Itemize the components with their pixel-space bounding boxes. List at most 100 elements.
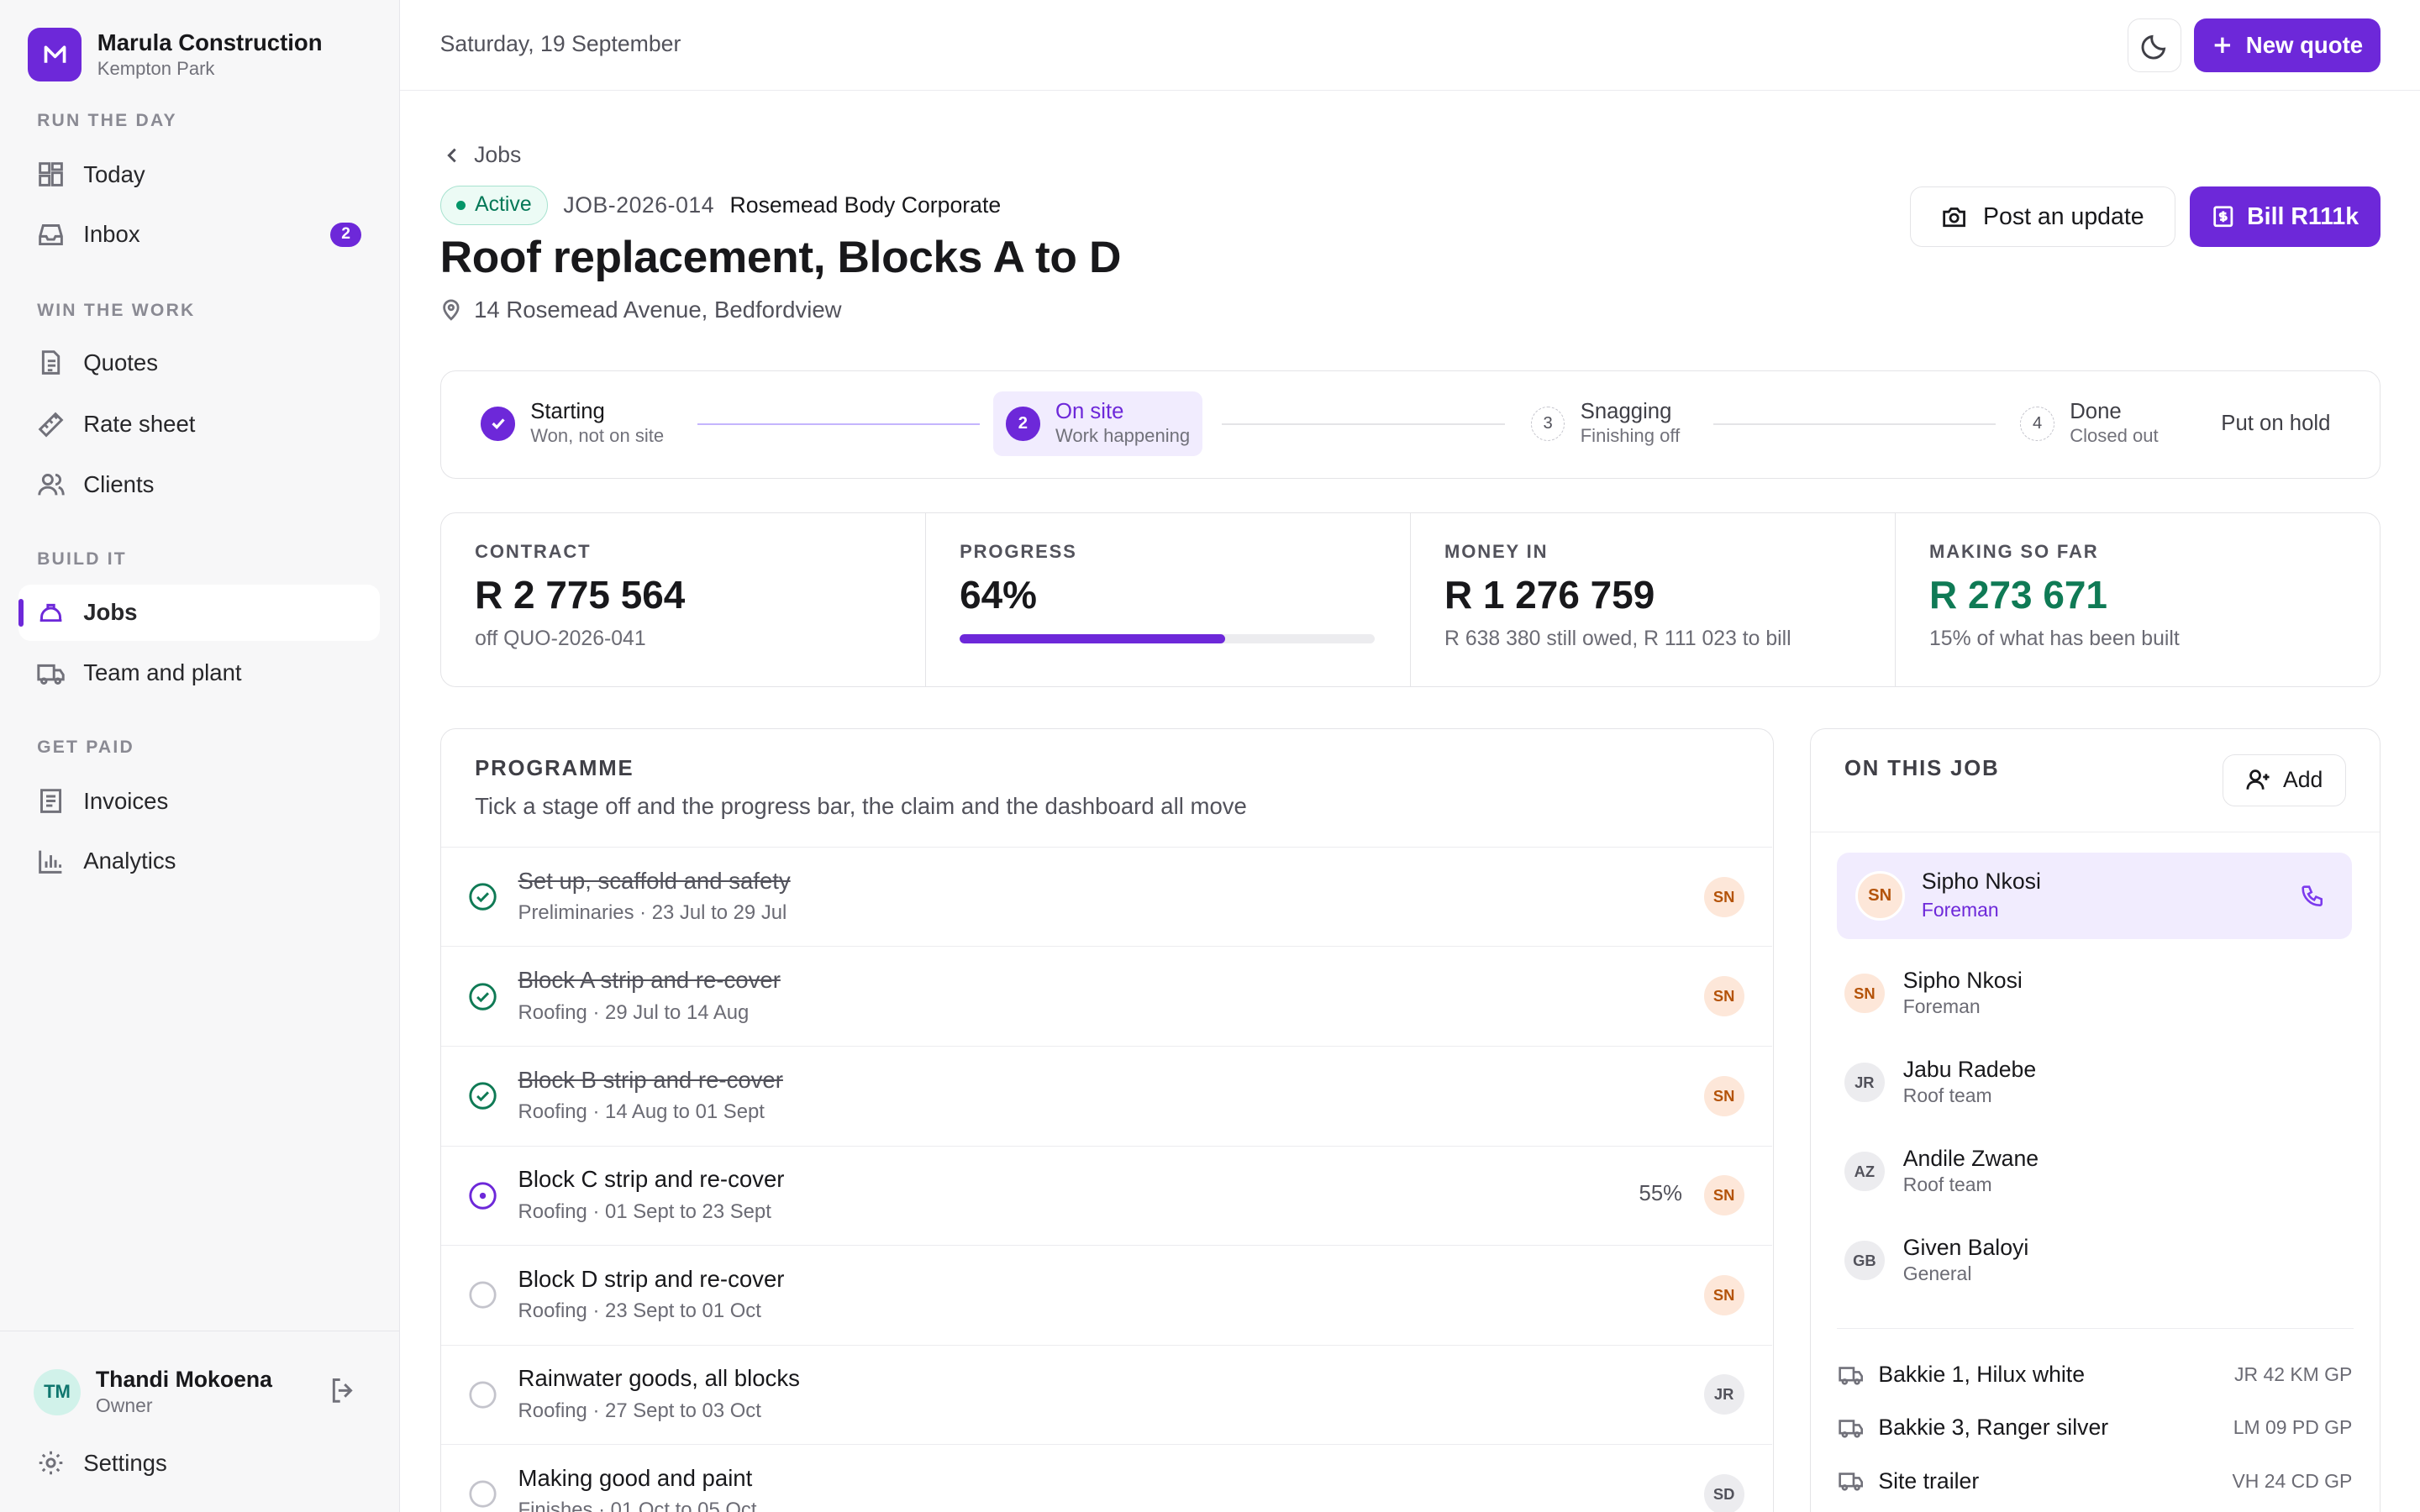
company-location: Kempton Park: [97, 58, 215, 80]
add-member-button[interactable]: Add: [2223, 753, 2347, 807]
assignee-avatar: SD: [1703, 1473, 1744, 1512]
sidebar-item-label: Analytics: [83, 848, 176, 874]
job-id: JOB-2026-014: [563, 192, 715, 218]
assignee-avatar: JR: [1703, 1374, 1744, 1415]
logout-icon[interactable]: [328, 1375, 359, 1406]
row-percent: 55%: [1639, 1181, 1683, 1205]
stage-connector: [1712, 423, 1996, 426]
vehicle-plate: JR 42 KM GP: [2234, 1362, 2353, 1385]
job-address: 14 Rosemead Avenue, Bedfordview: [440, 297, 842, 323]
team-member[interactable]: JR Jabu Radebe Roof team: [1844, 1056, 2036, 1108]
bill-button[interactable]: Bill R111k: [2189, 186, 2381, 247]
stage-starting[interactable]: Starting Won, not on site: [469, 391, 676, 456]
stat-label: PROGRESS: [960, 541, 1077, 563]
vehicle-name: Bakkie 1, Hilux white: [1878, 1361, 2086, 1387]
stage-subtitle: Finishing off: [1580, 425, 1681, 447]
vehicle-item[interactable]: Bakkie 1, Hilux white JR 42 KM GP: [1838, 1359, 2353, 1390]
programme-row[interactable]: Block B strip and re-cover Roofing · 14 A…: [440, 1045, 1772, 1145]
avatar: SN: [1854, 871, 1905, 921]
programme-row[interactable]: Set up, scaffold and safety Preliminaries…: [440, 846, 1772, 946]
vehicle-item[interactable]: Bakkie 3, Ranger silver LM 09 PD GP: [1838, 1412, 2352, 1443]
sidebar-item-rate-sheet[interactable]: Rate sheet: [18, 396, 380, 452]
sidebar-item-team-and-plant[interactable]: Team and plant: [18, 645, 380, 701]
stage-snagging[interactable]: 3 Snagging Finishing off: [1518, 391, 1692, 456]
team-member[interactable]: AZ Andile Zwane Roof team: [1844, 1145, 2039, 1197]
dashboard-icon: [39, 162, 63, 186]
stat-progress: PROGRESS 64%: [926, 513, 1411, 686]
stage-on-site[interactable]: 2 On site Work happening: [993, 391, 1202, 457]
status-dot-icon: [456, 200, 466, 210]
stage-title: Done: [2070, 399, 2122, 423]
team-member[interactable]: GB Given Baloyi General: [1844, 1234, 2028, 1286]
sidebar-item-today[interactable]: Today: [18, 147, 380, 202]
page-title: Roof replacement, Blocks A to D: [439, 232, 1122, 282]
avatar: TM: [34, 1368, 81, 1415]
stage-connector: [1222, 423, 1505, 426]
theme-toggle-button[interactable]: [2128, 18, 2182, 73]
stat-sub[interactable]: off QUO-2026-041: [475, 627, 646, 651]
vehicle-plate: VH 24 CD GP: [2232, 1469, 2353, 1492]
programme-row[interactable]: Block D strip and re-cover Roofing · 23 S…: [440, 1245, 1772, 1344]
sidebar-item-jobs[interactable]: Jobs: [18, 585, 381, 641]
sidebar-item-invoices[interactable]: Invoices: [18, 774, 380, 829]
empty-circle-icon[interactable]: [469, 1281, 497, 1309]
add-label: Add: [2282, 767, 2323, 793]
sidebar-item-label: Today: [83, 160, 145, 187]
in-progress-circle-icon[interactable]: [469, 1182, 497, 1210]
programme-title: PROGRAMME: [475, 757, 634, 781]
new-quote-button[interactable]: New quote: [2194, 18, 2381, 73]
avatar: JR: [1844, 1062, 1885, 1103]
empty-circle-icon[interactable]: [469, 1381, 497, 1409]
stage-title: On site: [1055, 399, 1124, 423]
status-label: Active: [475, 193, 532, 217]
assignee-avatar: SN: [1703, 1175, 1744, 1216]
client-name[interactable]: Rosemead Body Corporate: [729, 192, 1002, 218]
plus-icon: [2215, 38, 2231, 54]
chevron-left-icon: [447, 148, 457, 162]
breadcrumb[interactable]: Jobs: [443, 142, 521, 168]
programme-row[interactable]: Making good and paint Finishes · 01 Oct t…: [440, 1444, 1772, 1512]
avatar: AZ: [1844, 1151, 1885, 1192]
programme-row[interactable]: Rainwater goods, all blocks Roofing · 27 …: [440, 1344, 1772, 1444]
section-get-paid: GET PAID: [37, 738, 134, 758]
breadcrumb-jobs-link[interactable]: Jobs: [474, 142, 522, 168]
stage-subtitle: Closed out: [2070, 425, 2159, 447]
add-user-icon: [2246, 769, 2270, 790]
sidebar-item-analytics[interactable]: Analytics: [18, 833, 380, 889]
stage-connector: [697, 423, 980, 426]
sidebar-item-label: Clients: [83, 470, 155, 497]
lead-member[interactable]: SN Sipho Nkosi Foreman: [1836, 853, 2353, 940]
programme-card: PROGRAMME Tick a stage off and the progr…: [439, 728, 1775, 1512]
sidebar-item-clients[interactable]: Clients: [18, 457, 380, 512]
stage-title: Starting: [530, 399, 605, 423]
brand[interactable]: Marula Construction Kempton Park: [28, 28, 323, 82]
company-logo-icon: [28, 28, 82, 82]
check-circle-icon[interactable]: [469, 883, 497, 911]
stage-done[interactable]: 4 Done Closed out: [2008, 391, 2171, 456]
row-title: Block D strip and re-cover: [518, 1265, 785, 1292]
sidebar-item-inbox[interactable]: Inbox 2: [18, 207, 380, 262]
sidebar-item-label: Jobs: [83, 599, 138, 626]
team-member[interactable]: SN Sipho Nkosi Foreman: [1844, 967, 2023, 1019]
sidebar-item-quotes[interactable]: Quotes: [18, 335, 380, 391]
check-icon: [481, 407, 515, 441]
sidebar: Marula Construction Kempton Park RUN THE…: [0, 0, 400, 1512]
vehicle-item[interactable]: Site trailer VH 24 CD GP: [1838, 1466, 2353, 1497]
put-on-hold-button[interactable]: Put on hold: [2221, 411, 2331, 435]
member-role: Foreman: [1921, 899, 1999, 921]
phone-icon[interactable]: [2300, 884, 2324, 908]
empty-circle-icon[interactable]: [469, 1480, 497, 1508]
sidebar-item-settings[interactable]: Settings: [18, 1436, 380, 1491]
programme-row[interactable]: Block C strip and re-cover Roofing · 01 S…: [440, 1145, 1772, 1245]
programme-row[interactable]: Block A strip and re-cover Roofing · 29 J…: [440, 946, 1772, 1045]
stat-value: R 1 276 759: [1444, 573, 1655, 617]
stat-contract: CONTRACT R 2 775 564 off QUO-2026-041: [441, 513, 926, 686]
member-role: Roof team: [1902, 1173, 1992, 1196]
sidebar-item-label: Inbox: [83, 221, 140, 248]
check-circle-icon[interactable]: [469, 1082, 497, 1110]
stat-value: 64%: [960, 573, 1037, 617]
post-update-button[interactable]: Post an update: [1909, 186, 2176, 247]
member-name: Given Baloyi: [1902, 1235, 2029, 1261]
user-profile[interactable]: TM Thandi Mokoena Owner: [34, 1366, 272, 1418]
check-circle-icon[interactable]: [469, 983, 497, 1011]
